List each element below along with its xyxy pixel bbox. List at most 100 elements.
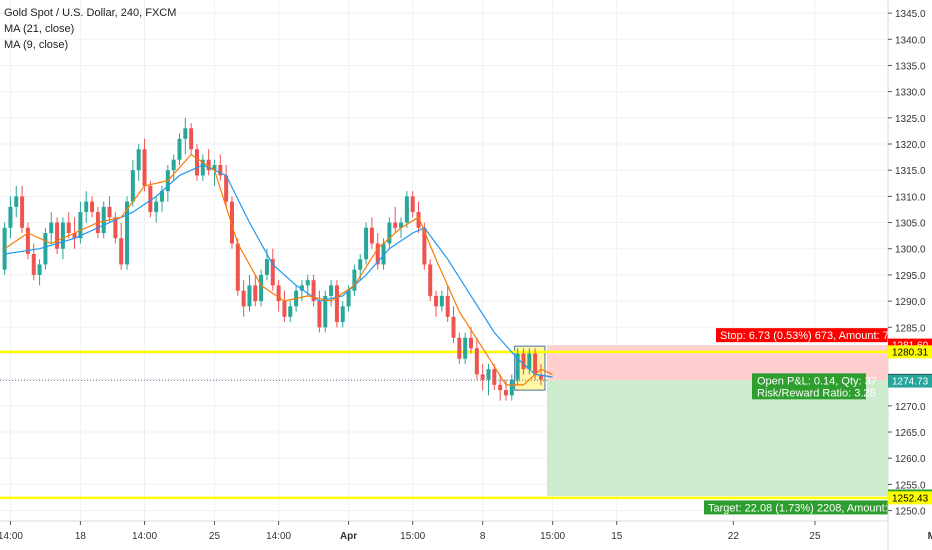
y-tick-label: 1305.0: [895, 219, 926, 230]
candle: [241, 290, 246, 307]
candle: [2, 227, 7, 270]
candle: [434, 295, 439, 307]
candle: [20, 196, 25, 228]
chart-legend: Gold Spot / U.S. Dollar, 240, FXCM MA (2…: [4, 5, 176, 53]
candle: [288, 306, 293, 317]
candle: [521, 353, 526, 370]
candles: [2, 117, 543, 401]
target-zone: [546, 380, 888, 496]
candle: [463, 337, 468, 359]
candle: [84, 201, 89, 213]
grid: [0, 0, 888, 520]
candle: [311, 280, 316, 302]
y-tick-label: 1250.0: [895, 507, 926, 518]
candle: [334, 285, 339, 323]
candle: [55, 222, 60, 249]
x-tick-label: 15:00: [540, 531, 565, 542]
candle: [253, 285, 258, 302]
candle: [364, 227, 369, 260]
y-tick-label: 1315.0: [895, 166, 926, 177]
candle: [299, 285, 304, 291]
candle: [154, 201, 159, 213]
candle: [101, 206, 106, 234]
candle: [492, 369, 497, 385]
candle: [113, 217, 118, 239]
candle: [264, 259, 269, 275]
candle: [72, 233, 77, 239]
candle: [130, 170, 135, 202]
ma21-line: [4, 164, 553, 378]
candle: [136, 149, 141, 171]
candle: [375, 243, 380, 265]
y-tick-label: 1290.0: [895, 297, 926, 308]
price-label: 1252.43: [892, 493, 929, 504]
candle: [183, 128, 188, 139]
candle: [439, 295, 444, 307]
y-tick-label: 1260.0: [895, 454, 926, 465]
candle: [25, 227, 30, 254]
candle: [270, 259, 275, 286]
candle: [469, 337, 473, 349]
candle: [177, 138, 182, 160]
candle: [480, 374, 485, 380]
rr-label: Risk/Reward Ratio: 3.28: [757, 387, 876, 399]
y-tick-label: 1265.0: [895, 428, 926, 439]
pnl-label: Open P&L: 0.14, Qty: 37: [757, 375, 877, 387]
candle: [8, 206, 13, 228]
candle: [509, 379, 514, 396]
candle: [381, 243, 386, 265]
candle: [352, 269, 357, 291]
target-tag: Target: 22.08 (1.73%) 2208, Amount: 181: [708, 502, 909, 514]
moving-averages: [4, 153, 553, 386]
candle: [305, 280, 310, 286]
candle: [276, 285, 281, 302]
candle: [451, 316, 456, 338]
candle: [358, 259, 363, 270]
candle: [416, 212, 421, 228]
candle: [148, 185, 153, 213]
y-tick-label: 1340.0: [895, 35, 926, 46]
candle: [515, 353, 520, 380]
candle: [60, 222, 65, 249]
x-tick-label: 14:00: [266, 531, 291, 542]
candle: [78, 212, 83, 239]
x-tick-label: 25: [809, 531, 821, 542]
price-label: 1274.73: [892, 377, 929, 388]
x-tick-label: 25: [209, 531, 221, 542]
candle: [189, 128, 194, 150]
y-tick-label: 1335.0: [895, 61, 926, 72]
price-label: 1280.31: [892, 347, 929, 358]
candle: [212, 164, 217, 171]
x-tick-label: 15: [611, 531, 623, 542]
candle: [119, 238, 124, 265]
y-tick-label: 1320.0: [895, 140, 926, 151]
candle: [14, 196, 19, 207]
ma9-line: [4, 153, 553, 386]
target-tag-bg: [704, 500, 888, 515]
candle: [445, 295, 450, 317]
candle: [393, 222, 398, 228]
candle: [200, 159, 205, 176]
candle: [235, 243, 240, 291]
candle: [229, 201, 234, 244]
candle: [422, 227, 427, 265]
y-tick-label: 1255.0: [895, 480, 926, 491]
legend-ma9: MA (9, close): [4, 39, 69, 51]
candle: [457, 337, 462, 359]
x-tick-label: 14:00: [132, 531, 157, 542]
candle: [66, 222, 71, 234]
position-tags[interactable]: Stop: 6.73 (0.53%) 673, Amount: 750. Open…: [704, 328, 909, 515]
candle: [206, 159, 211, 171]
price-label-bg: [888, 491, 932, 505]
y-tick-label: 1270.0: [895, 402, 926, 413]
y-tick-label: 1310.0: [895, 192, 926, 203]
candle: [346, 290, 351, 307]
candle: [486, 369, 491, 380]
x-tick-label: 14:00: [0, 531, 23, 542]
candle: [49, 222, 54, 234]
x-tick-label: 22: [728, 531, 740, 542]
candle: [323, 295, 328, 328]
candle: [171, 159, 176, 171]
horizontal-lines[interactable]: [0, 350, 888, 500]
